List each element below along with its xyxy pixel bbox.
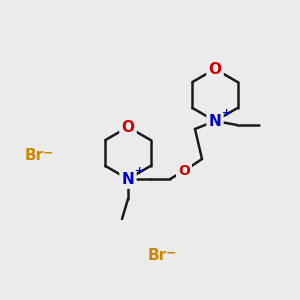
Text: O: O xyxy=(122,119,134,134)
Text: +: + xyxy=(135,166,144,176)
Text: N: N xyxy=(122,172,134,187)
Text: −: − xyxy=(43,146,53,160)
Text: +: + xyxy=(222,108,231,118)
Text: Br: Br xyxy=(25,148,44,163)
Text: Br: Br xyxy=(148,248,167,262)
Text: O: O xyxy=(178,164,190,178)
Text: N: N xyxy=(208,113,221,128)
Text: −: − xyxy=(166,247,176,260)
Text: O: O xyxy=(208,61,221,76)
